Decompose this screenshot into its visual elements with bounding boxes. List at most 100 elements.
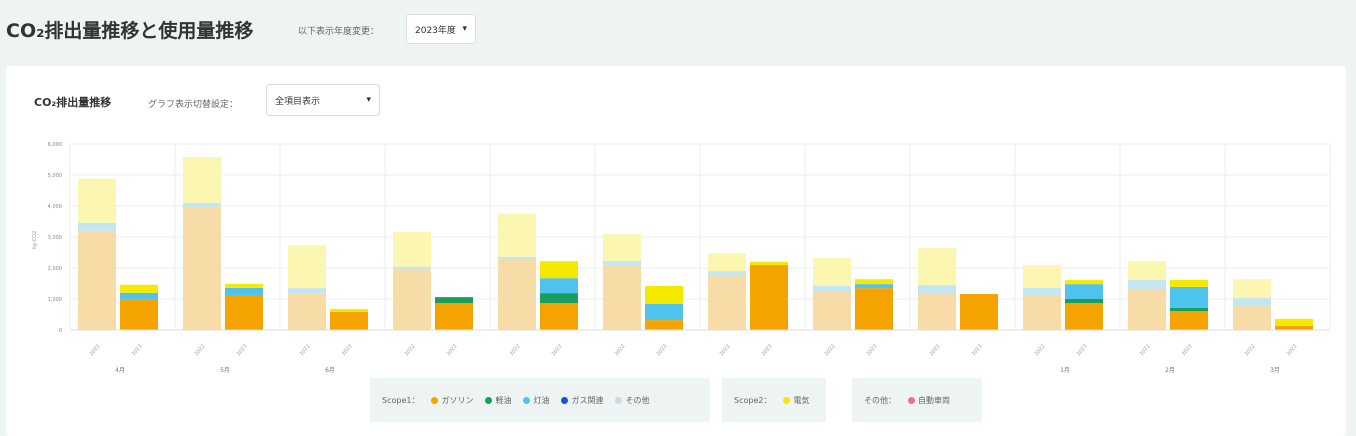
bar-segment-電気 — [78, 178, 116, 223]
legend-dot-icon — [485, 396, 493, 404]
legend-group-title: その他： — [864, 395, 896, 405]
bar-segment-電気 — [330, 308, 368, 313]
bar-segment-ガソリン — [78, 230, 116, 330]
bar-segment-軽油 — [1170, 307, 1208, 312]
bar-segment-灯油 — [645, 303, 683, 321]
year-select[interactable]: 2023年度 ▾ — [406, 14, 476, 44]
legend-item[interactable]: 電気 — [783, 395, 809, 406]
legend-label: 灯油 — [533, 395, 550, 405]
bar-segment-ガソリン — [435, 303, 473, 330]
bar-segment-灯油 — [78, 222, 116, 231]
bar-segment-ガソリン — [183, 206, 221, 330]
x-category-label: 2月 — [1165, 367, 1175, 374]
bar-segment-灯油 — [1128, 280, 1166, 291]
legend-dot-icon — [523, 396, 531, 404]
bar-segment-ガソリン — [750, 264, 788, 330]
bar-segment-電気 — [1170, 279, 1208, 287]
x-bar-label: 2022 — [89, 343, 102, 357]
x-category-label: 3月 — [1270, 367, 1280, 374]
bar-segment-電気 — [645, 285, 683, 304]
bar-segment-灯油 — [1065, 284, 1103, 299]
legend-dot-icon — [783, 396, 791, 404]
x-bar-label: 2023 — [236, 343, 249, 357]
x-bar-label: 2023 — [1076, 343, 1089, 357]
bar-segment-ガソリン — [1170, 311, 1208, 330]
legend-item[interactable]: ガス関連 — [561, 395, 603, 406]
bar-segment-灯油 — [708, 271, 746, 277]
bar-segment-電気 — [288, 245, 326, 289]
bar-segment-ガソリン — [813, 291, 851, 330]
legend-item[interactable]: 自動車両 — [908, 395, 950, 406]
x-bar-label: 2023 — [656, 343, 669, 357]
chevron-down-icon: ▾ — [366, 95, 371, 105]
bar-segment-灯油 — [813, 285, 851, 292]
bar-segment-灯油 — [1023, 287, 1061, 296]
y-tick-label: 4,000 — [48, 204, 62, 210]
x-category-label: 5月 — [220, 367, 230, 374]
bar-segment-ガソリン — [1023, 295, 1061, 330]
bar-segment-灯油 — [288, 288, 326, 294]
bar-segment-灯油 — [1233, 298, 1271, 307]
bar-segment-ガソリン — [1233, 306, 1271, 330]
x-bar-label: 2023 — [1181, 343, 1194, 357]
legend-label: 軽油 — [495, 395, 512, 405]
bar-segment-灯油 — [855, 284, 893, 289]
x-bar-label: 2022 — [1244, 343, 1257, 357]
x-bar-label: 2022 — [719, 343, 732, 357]
bar-segment-灯油 — [183, 202, 221, 207]
legend-dot-icon — [431, 396, 439, 404]
legend-item[interactable]: 軽油 — [485, 395, 511, 406]
legend-dot-icon — [561, 396, 569, 404]
bar-segment-電気 — [1275, 318, 1313, 326]
bar-segment-電気 — [498, 213, 536, 257]
bar-segment-ガソリン — [1275, 325, 1313, 330]
x-bar-label: 2022 — [509, 343, 522, 357]
graph-select-value: 全項目表示 — [275, 96, 321, 107]
bar-segment-軽油 — [540, 293, 578, 304]
legend-item[interactable]: ガソリン — [431, 395, 473, 406]
bar-segment-電気 — [855, 279, 893, 285]
page-title: CO₂排出量推移と使用量推移 — [6, 20, 254, 42]
legend-label: ガス関連 — [571, 395, 604, 405]
bar-segment-電気 — [225, 283, 263, 288]
bar-segment-ガソリン — [1065, 303, 1103, 330]
chevron-down-icon: ▾ — [462, 24, 467, 34]
bar-segment-ガソリン — [918, 294, 956, 330]
legend-label: ガソリン — [441, 395, 474, 405]
x-bar-label: 2023 — [866, 343, 879, 357]
bar-segment-ガソリン — [120, 299, 158, 330]
x-bar-label: 2023 — [971, 343, 984, 357]
graph-select[interactable]: 全項目表示 ▾ — [266, 84, 380, 116]
x-bar-label: 2023 — [131, 343, 144, 357]
legend-label: 電気 — [793, 395, 810, 405]
y-tick-label: 0 — [59, 328, 62, 334]
co2-chart: 0 1,000 2,000 3,000 4,000 5,000 6,000 kg-CO2 202… — [32, 142, 1331, 374]
bar-segment-電気 — [183, 157, 221, 203]
legend-item[interactable]: 灯油 — [523, 395, 549, 406]
x-bar-label: 2023 — [761, 343, 774, 357]
bar-segment-電気 — [750, 261, 788, 265]
x-bar-label: 2022 — [194, 343, 207, 357]
legend-group-title: Scope2： — [734, 395, 772, 405]
x-category-label: 1月 — [1060, 367, 1070, 374]
bar-segment-ガソリン — [498, 259, 536, 330]
y-tick-label: 5,000 — [48, 173, 62, 179]
bar-segment-ガソリン — [960, 294, 998, 330]
card-title: CO₂排出量推移 — [34, 96, 112, 109]
x-bar-label: 2022 — [404, 343, 417, 357]
y-axis-label: kg-CO2 — [32, 231, 38, 249]
bar-segment-ガソリン — [393, 269, 431, 330]
bar-segment-ガソリン — [645, 320, 683, 330]
bar-segment-灯油 — [498, 256, 536, 260]
bar-segment-灯油 — [120, 292, 158, 300]
bar-segment-ガソリン — [855, 288, 893, 330]
legend-label: その他 — [625, 395, 650, 405]
year-select-value: 2023年度 — [415, 25, 456, 36]
legend-group: Scope1： ガソリン 軽油 灯油 ガス関連 その他 — [370, 378, 710, 422]
bar-segment-ガソリン — [225, 294, 263, 330]
year-select-label: 以下表示年度変更： — [298, 27, 380, 37]
legend-item[interactable]: その他 — [615, 395, 649, 406]
bar-segment-電気 — [393, 231, 431, 267]
y-tick-label: 6,000 — [48, 142, 62, 148]
x-bar-label: 2023 — [551, 343, 564, 357]
